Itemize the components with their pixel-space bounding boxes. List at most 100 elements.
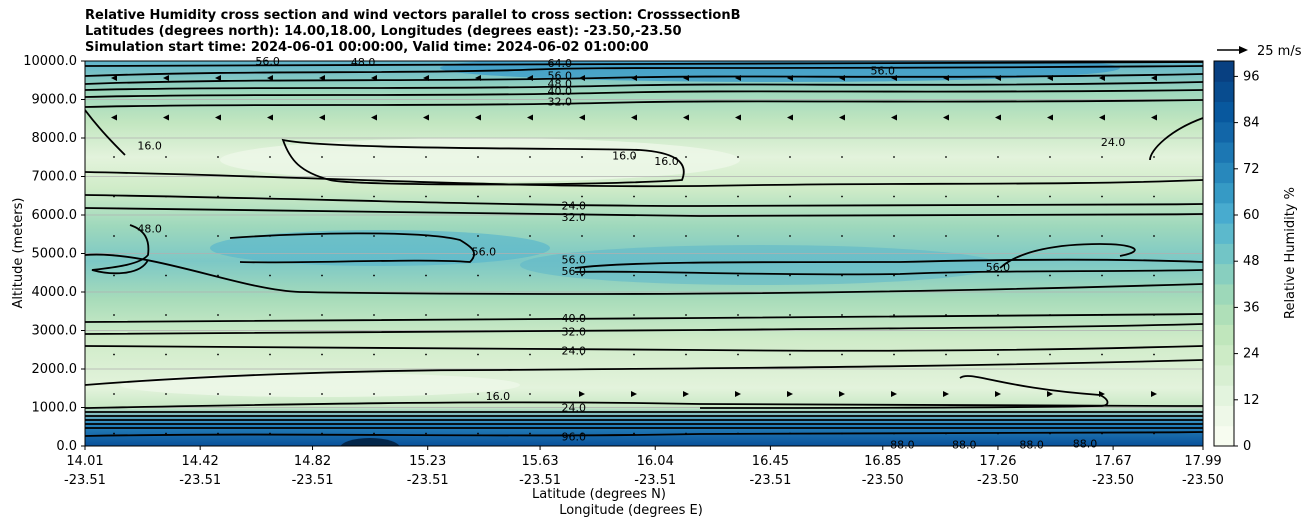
wind-arrow bbox=[217, 274, 219, 277]
wind-arrow bbox=[529, 314, 531, 316]
wind-arrow bbox=[683, 391, 689, 397]
wind-arrow bbox=[1049, 235, 1051, 237]
wind-key-label: 25 m/s bbox=[1257, 44, 1302, 59]
wind-arrow bbox=[165, 195, 167, 198]
wind-arrow bbox=[633, 274, 635, 277]
y-tick-label: 4000.0 bbox=[32, 285, 78, 300]
wind-arrow bbox=[113, 393, 115, 395]
contour-label: 40.0 bbox=[562, 312, 587, 325]
wind-arrow bbox=[217, 393, 219, 395]
contour-line bbox=[281, 138, 685, 186]
wind-arrow bbox=[997, 432, 999, 435]
wind-arrow bbox=[891, 75, 897, 81]
x-tick-label-lat: 17.26 bbox=[979, 454, 1016, 469]
wind-arrow bbox=[579, 75, 585, 81]
wind-arrow bbox=[943, 391, 949, 397]
colorbar-label: Relative Humidity % bbox=[1283, 187, 1298, 319]
contour-label: 48.0 bbox=[137, 222, 162, 235]
wind-arrow bbox=[893, 195, 895, 198]
contour-line bbox=[91, 224, 150, 275]
contour-line bbox=[85, 431, 1203, 437]
wind-arrow bbox=[269, 156, 271, 158]
wind-arrow bbox=[425, 274, 427, 277]
contour-line bbox=[85, 401, 1203, 409]
wind-arrow bbox=[945, 314, 947, 316]
wind-arrow bbox=[269, 235, 271, 237]
contour-label: 32.0 bbox=[547, 95, 572, 108]
y-tick-label: 1000.0 bbox=[32, 401, 78, 416]
contour-label: 32.0 bbox=[562, 325, 587, 338]
wind-arrow bbox=[269, 393, 271, 395]
wind-arrow bbox=[789, 235, 791, 237]
wind-arrow bbox=[841, 314, 843, 316]
wind-arrow bbox=[425, 314, 427, 316]
y-tick-label: 8000.0 bbox=[32, 131, 78, 146]
wind-arrow bbox=[1049, 432, 1051, 435]
x-tick-label-lon: -23.51 bbox=[64, 473, 106, 488]
colorbar-tick-label: 48 bbox=[1243, 254, 1260, 269]
wind-arrow bbox=[529, 274, 531, 277]
wind-arrow bbox=[1099, 391, 1105, 397]
contour-line bbox=[85, 65, 1203, 77]
x-tick-label-lon: -23.51 bbox=[519, 473, 561, 488]
chart-title-line-2: Latitudes (degrees north): 14.00,18.00, … bbox=[85, 24, 682, 39]
wind-arrow bbox=[633, 353, 635, 356]
wind-arrow bbox=[529, 393, 531, 395]
contour-line bbox=[85, 81, 1203, 91]
wind-arrow bbox=[789, 314, 791, 316]
wind-arrow bbox=[217, 314, 219, 316]
wind-arrow bbox=[1099, 75, 1105, 81]
colorbar-tick-label: 72 bbox=[1243, 162, 1260, 177]
wind-arrow bbox=[425, 156, 427, 158]
wind-arrow bbox=[269, 195, 271, 198]
wind-arrow bbox=[997, 314, 999, 316]
contour-line bbox=[85, 253, 1203, 295]
wind-arrow bbox=[425, 432, 427, 435]
wind-arrow bbox=[789, 274, 791, 277]
wind-arrow bbox=[737, 195, 739, 198]
wind-arrow bbox=[841, 274, 843, 277]
wind-arrow bbox=[373, 314, 375, 316]
colorbar-segment bbox=[1214, 364, 1234, 386]
contour-label: 88.0 bbox=[952, 438, 977, 451]
wind-arrow bbox=[269, 314, 271, 316]
x-tick-label-lon: -23.51 bbox=[407, 473, 449, 488]
wind-arrow bbox=[215, 114, 221, 121]
wind-arrow bbox=[373, 432, 375, 435]
wind-arrow bbox=[997, 195, 999, 198]
y-axis-label: Altitude (meters) bbox=[11, 198, 26, 309]
contour-label: 56.0 bbox=[547, 70, 572, 83]
x-tick-label-lon: -23.51 bbox=[634, 473, 676, 488]
wind-arrow bbox=[423, 75, 429, 81]
humidity-patch-surface-dark bbox=[340, 438, 400, 446]
wind-arrow bbox=[165, 432, 167, 435]
contour-label: 24.0 bbox=[562, 402, 587, 415]
wind-arrow bbox=[997, 353, 999, 356]
wind-arrow bbox=[1049, 274, 1051, 277]
contour-label: 24.0 bbox=[1101, 136, 1126, 149]
wind-arrow bbox=[425, 393, 427, 395]
contour-label: 24.0 bbox=[562, 345, 587, 358]
wind-arrow bbox=[995, 114, 1001, 121]
wind-arrow bbox=[477, 274, 479, 277]
wind-arrow bbox=[1101, 274, 1103, 277]
colorbar-segment bbox=[1214, 142, 1234, 163]
wind-arrow bbox=[893, 156, 895, 158]
wind-arrow bbox=[633, 432, 635, 435]
wind-arrow bbox=[685, 432, 687, 435]
wind-arrow bbox=[737, 274, 739, 277]
wind-arrow bbox=[529, 195, 531, 198]
wind-arrow bbox=[581, 274, 583, 277]
wind-arrow bbox=[1099, 114, 1105, 121]
x-tick-label-lon: -23.51 bbox=[292, 473, 334, 488]
wind-arrow bbox=[685, 314, 687, 316]
colorbar-tick-label: 60 bbox=[1243, 208, 1260, 223]
colorbar-segment bbox=[1214, 243, 1234, 265]
contour-line bbox=[85, 313, 1203, 323]
contour-label: 88.0 bbox=[1073, 438, 1098, 451]
colorbar-segment bbox=[1214, 405, 1234, 427]
contour-line bbox=[85, 109, 126, 156]
wind-arrow bbox=[477, 156, 479, 158]
wind-arrow bbox=[943, 75, 949, 81]
